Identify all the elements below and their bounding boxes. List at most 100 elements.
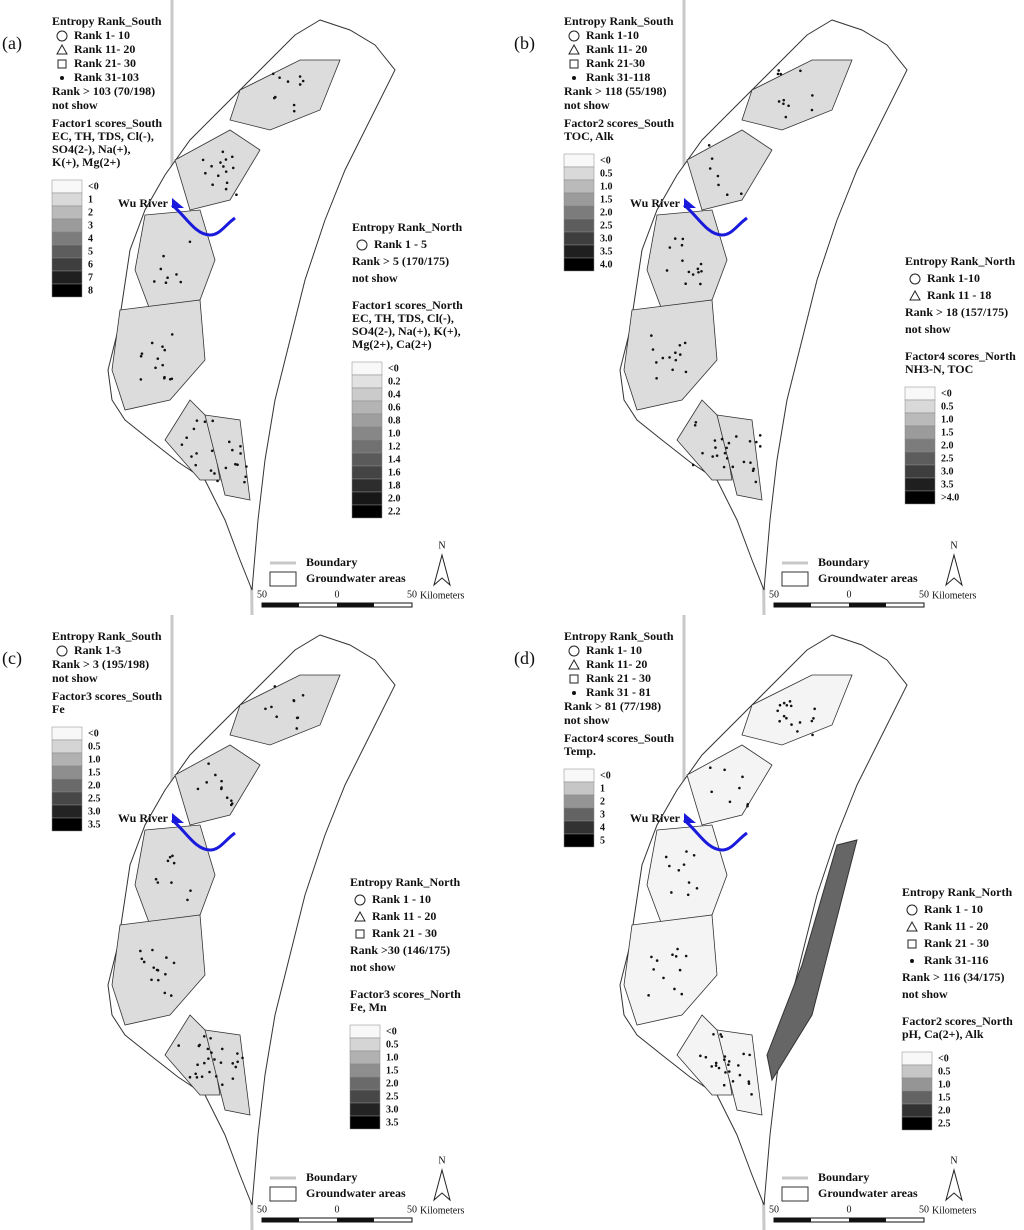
station-dot [210,164,213,168]
station-dot [782,701,786,705]
scale-bar-label: 50 [257,589,267,600]
station-dot [227,440,231,444]
legend-title: Entropy Rank_North [352,220,462,234]
scale-bar-label: 50 [407,1204,417,1215]
station-dot [742,460,746,464]
scale-box [563,794,595,809]
triangle-symbol [906,920,918,932]
groundwater-label: Groundwater areas [818,1186,918,1200]
station-dot [231,166,235,170]
north-label: N [438,1155,445,1166]
scale-box [349,1089,381,1104]
station-dot [717,183,720,187]
station-dot [722,465,726,469]
rank-label: Rank 1- 10 [74,28,130,42]
station-dot [664,855,668,859]
scale-bar-label: 0 [335,589,340,600]
factor-title: Factor2 scores_North [902,1014,1013,1028]
groundwater-area [623,299,718,411]
square-symbol [907,939,917,949]
scale-label: 2 [88,207,93,218]
scale-box [901,1051,933,1066]
scale-label: <0 [88,181,99,192]
station-dot [665,269,669,272]
river [171,203,236,237]
circle-symbol [56,645,68,657]
station-dot [725,446,728,450]
square-symbol [355,929,365,939]
station-dot [195,452,198,455]
river-label: Wu River [630,196,681,210]
scale-bar-seg [774,603,811,607]
station-dot [741,775,744,779]
north-arrow [433,553,451,587]
groundwater-label: Groundwater areas [306,571,406,585]
scale-bar-label: 50 [769,1204,779,1215]
scale-box [904,451,936,466]
station-dot [811,733,814,737]
station-dot [742,1052,745,1056]
station-dot [748,1053,751,1057]
station-dot [189,889,192,892]
square-symbol [57,59,67,69]
station-dot [810,108,814,112]
scale-label: 5 [600,835,605,846]
scale-label: 1.0 [941,414,954,425]
station-dot [651,348,655,351]
rank-label: Rank 11 - 20 [924,919,988,933]
station-dot [273,685,277,688]
rank-label: Rank 11- 20 [586,657,647,671]
station-dot [165,956,168,959]
station-dot [684,282,687,285]
station-dot [211,419,215,423]
river [683,203,748,237]
station-dot [695,886,699,890]
triangle-symbol [354,910,366,922]
river [171,818,236,852]
triangle-symbol [56,43,68,55]
station-dot [790,723,793,726]
scale-box [51,283,83,298]
station-dot [164,972,167,976]
scale-box [51,205,83,220]
station-dot [681,237,685,241]
scale-label: 0.5 [386,1039,399,1050]
scale-box [349,1037,381,1052]
station-dot [229,803,233,807]
station-dot [678,968,682,972]
station-dot [740,192,743,196]
scale-label: 3.0 [386,1104,399,1115]
scale-label: 0.2 [388,376,401,387]
station-dot [208,1070,211,1074]
groundwater-area [686,744,773,826]
station-dot [720,437,724,441]
station-dot [172,961,176,965]
station-dot [159,267,163,271]
station-dot [196,1063,199,1067]
scale-box [904,386,936,401]
river-flag [172,813,184,823]
station-dot [236,1060,239,1064]
station-dot [211,183,214,187]
station-dot [222,165,225,168]
river-label: Wu River [630,811,681,825]
rank-label: Rank 1 - 10 [372,892,431,906]
scale-bar-label: 50 [919,1204,929,1215]
factor-variables: Temp. [564,744,596,758]
circle-symbol [356,239,368,251]
station-dot [712,1032,715,1036]
groundwater-area [623,914,718,1026]
scale-box [351,426,383,441]
station-dot [752,467,755,471]
scale-unit: Kilometers [420,590,465,601]
station-dot [716,174,720,178]
station-dot [169,994,173,997]
panel-label: (c) [2,648,22,669]
station-dot [163,991,167,995]
scale-label: 2.0 [600,207,613,218]
station-dot [650,334,653,337]
station-dot [731,465,735,469]
scale-box [349,1050,381,1065]
scale-label: 2.5 [88,793,101,804]
scale-bar-label: 0 [847,1204,852,1215]
